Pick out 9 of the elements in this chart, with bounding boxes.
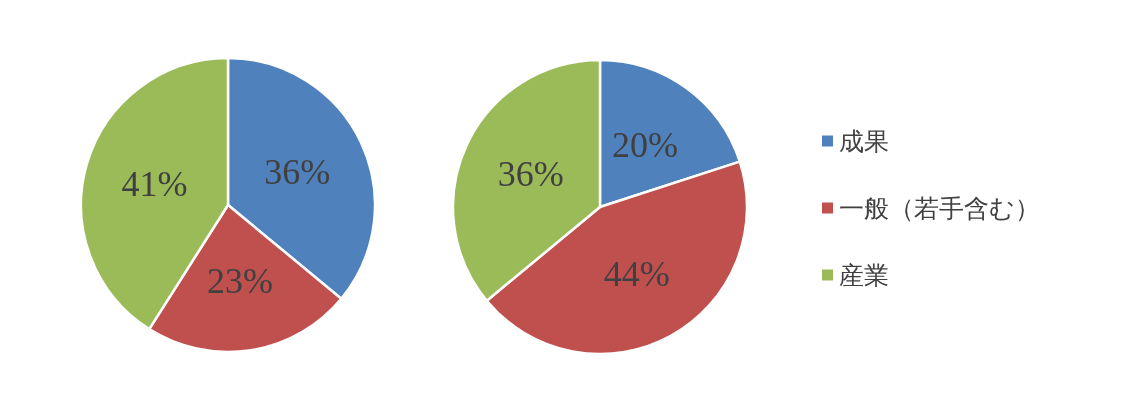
legend-label: 一般（若手含む） [839,194,1040,222]
data-label: 41% [121,163,188,204]
data-label: 36% [264,152,331,193]
data-label: 23% [206,260,273,301]
data-label: 44% [603,254,670,295]
legend-label: 成果 [839,127,889,155]
data-label: 20% [611,125,678,166]
data-label: 36% [497,154,564,195]
legend-label: 産業 [839,261,889,289]
